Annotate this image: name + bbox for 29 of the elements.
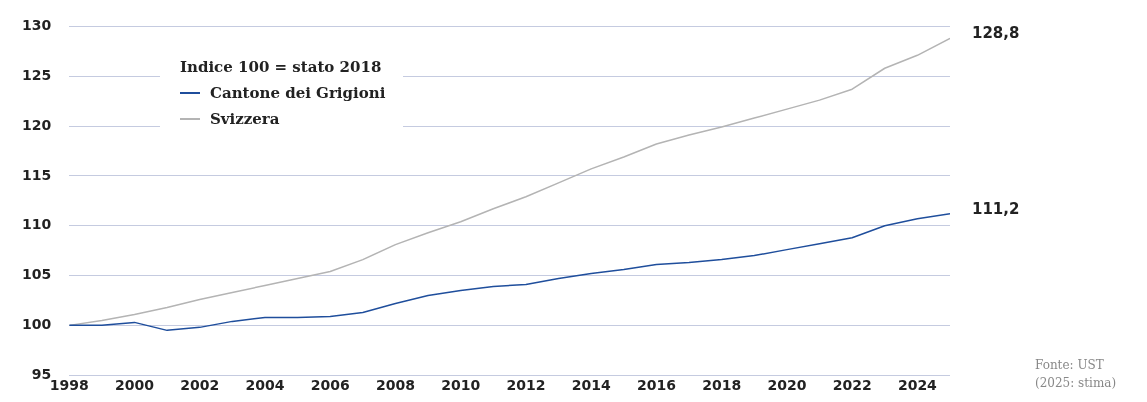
x-tick-label: 2016: [636, 377, 676, 394]
x-tick-label: 2008: [375, 377, 415, 394]
y-tick-label: 105: [21, 266, 52, 283]
legend-label: Svizzera: [210, 110, 280, 128]
x-tick-label: 2010: [441, 377, 481, 394]
x-tick-label: 2006: [310, 377, 350, 394]
x-tick-label: 2012: [506, 377, 546, 394]
y-tick-label: 110: [21, 216, 52, 233]
x-tick-label: 2022: [832, 377, 872, 394]
y-tick-label: 130: [21, 17, 52, 34]
y-tick-label: 115: [21, 166, 52, 183]
y-tick-label: 120: [21, 116, 52, 133]
x-tick-label: 2020: [767, 377, 807, 394]
x-tick-label: 1998: [49, 377, 89, 394]
y-tick-label: 95: [31, 365, 52, 382]
source-note: Fonte: UST: [1035, 357, 1105, 374]
x-tick-label: 2018: [702, 377, 742, 394]
y-tick-label: 125: [21, 66, 52, 83]
x-tick-label: 2000: [114, 377, 155, 394]
data-label: 111,2: [972, 199, 1020, 218]
x-tick-label: 2004: [245, 377, 285, 394]
y-tick-label: 100: [21, 316, 52, 333]
x-tick-label: 2024: [897, 377, 938, 394]
x-tick-label: 2014: [571, 377, 611, 394]
text: (2025: stima): [1035, 375, 1117, 392]
data-label: 128,8: [972, 24, 1020, 43]
legend-title: Indice 100 = stato 2018: [180, 58, 383, 76]
x-tick-label: 2002: [180, 377, 220, 394]
legend-label: Cantone dei Grigioni: [210, 84, 386, 102]
